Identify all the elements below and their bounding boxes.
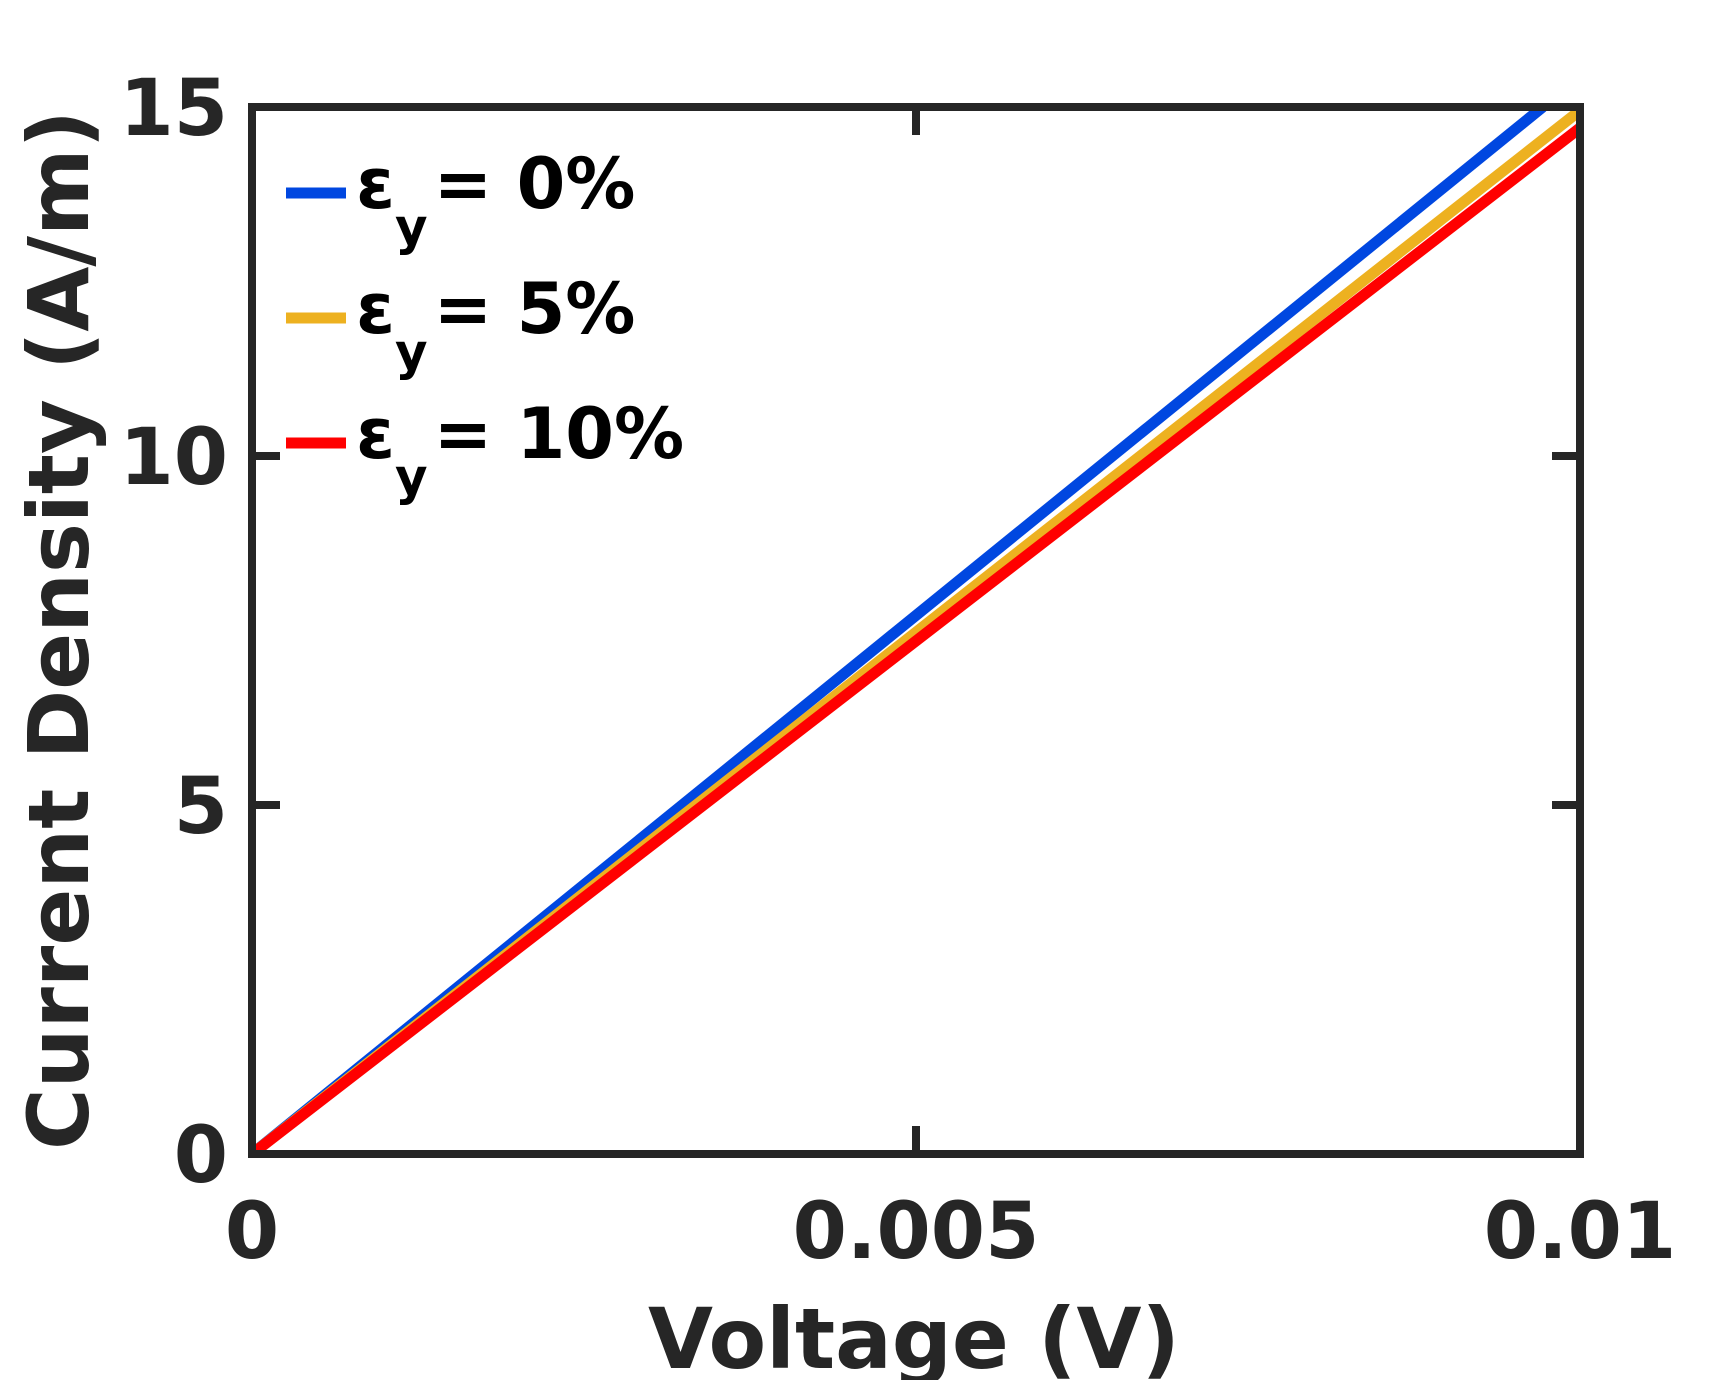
y-tick-label-3: 15: [119, 64, 228, 154]
legend-label-0: εy= 0%: [356, 143, 635, 256]
x-axis-label: Voltage (V): [648, 1290, 1180, 1380]
y-axis-label: Current Density (A/m): [10, 110, 108, 1150]
y-tick-label-2: 10: [119, 413, 228, 503]
series-line-2: [256, 124, 1576, 1152]
series-layer: [256, 107, 1576, 1152]
x-tick-label-2: 0.01: [1484, 1187, 1676, 1277]
y-tick-label-0: 0: [174, 1111, 228, 1201]
legend-label-1: εy= 5%: [356, 268, 635, 381]
x-tick-label-0: 0: [225, 1187, 279, 1277]
tick-layer: 0 0.005 0.01 0 5 10 15: [119, 64, 1676, 1277]
y-tick-label-1: 5: [174, 762, 228, 852]
legend: εy= 0% εy= 5% εy= 10%: [286, 143, 684, 506]
x-tick-label-1: 0.005: [793, 1187, 1040, 1277]
legend-label-2: εy= 10%: [356, 393, 684, 506]
